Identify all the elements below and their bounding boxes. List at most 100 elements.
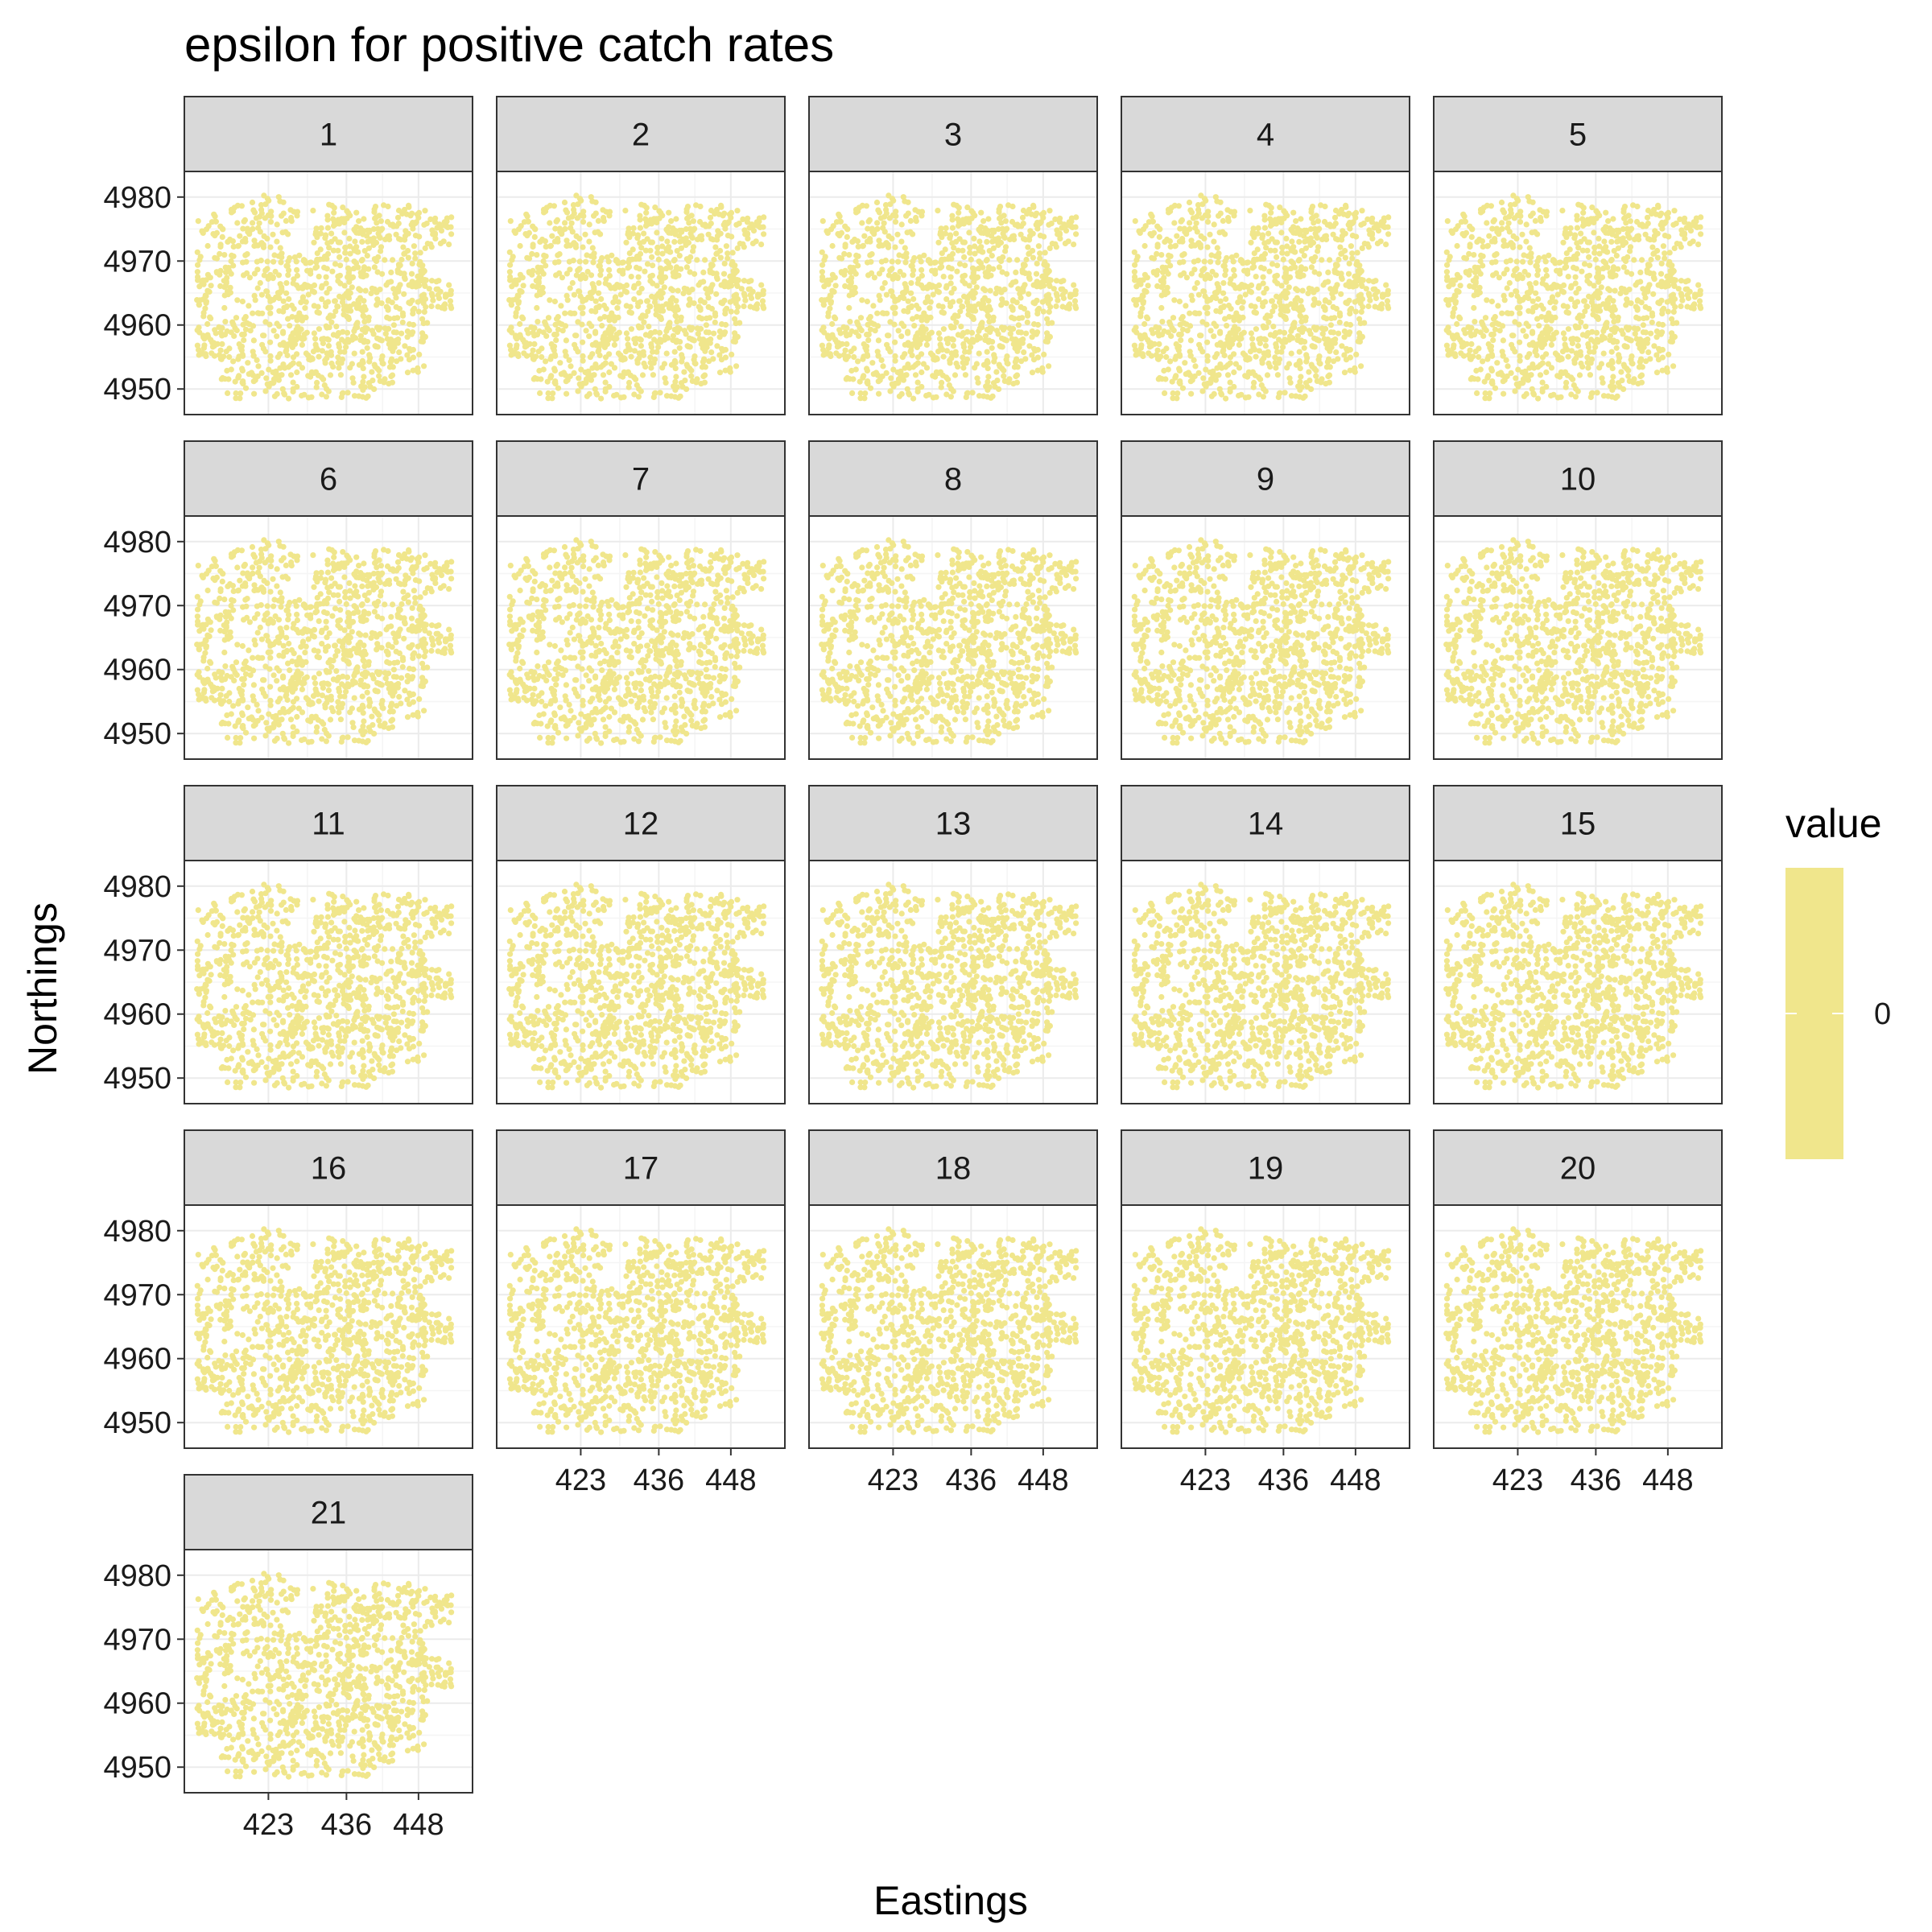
data-point <box>1567 284 1575 291</box>
data-point <box>1171 297 1178 303</box>
data-point <box>551 203 557 209</box>
data-point <box>551 238 558 245</box>
data-point <box>592 328 599 335</box>
data-point <box>1349 233 1356 239</box>
data-point <box>342 244 349 251</box>
data-point <box>261 233 267 239</box>
data-point <box>1327 286 1334 292</box>
data-point <box>953 230 960 237</box>
data-point <box>1318 202 1324 208</box>
data-point <box>1227 386 1233 392</box>
data-point <box>584 252 590 258</box>
data-point <box>1030 202 1037 208</box>
data-point <box>1352 369 1358 375</box>
data-point <box>724 255 731 262</box>
data-point <box>576 288 583 295</box>
data-point <box>1338 291 1344 297</box>
data-point <box>277 245 283 251</box>
data-point <box>1228 341 1236 347</box>
data-point <box>1242 291 1249 298</box>
data-point <box>508 352 514 358</box>
data-point <box>1543 317 1550 324</box>
data-point <box>1341 328 1348 335</box>
data-point <box>907 229 914 235</box>
data-point <box>914 280 921 287</box>
data-point <box>1019 315 1026 321</box>
data-point <box>938 345 944 351</box>
data-point <box>334 303 341 310</box>
data-point <box>1319 331 1326 337</box>
data-point <box>1462 218 1468 225</box>
data-point <box>1188 292 1195 299</box>
data-point <box>602 360 609 366</box>
data-point <box>1194 213 1200 220</box>
data-point <box>265 304 271 312</box>
data-point <box>1171 220 1178 226</box>
data-point <box>280 199 287 205</box>
data-point <box>1145 283 1151 289</box>
data-point <box>1298 216 1304 222</box>
data-point <box>857 390 864 397</box>
data-point <box>279 386 286 392</box>
data-point <box>267 353 274 359</box>
data-point <box>1163 353 1170 361</box>
data-point <box>575 349 581 355</box>
data-point <box>1133 257 1140 263</box>
data-point <box>274 333 280 340</box>
data-point <box>1274 254 1280 260</box>
data-point <box>1134 297 1141 303</box>
data-point <box>828 299 834 305</box>
data-point <box>905 199 911 205</box>
data-point <box>217 271 223 278</box>
data-point <box>1066 305 1072 312</box>
data-point <box>637 217 643 223</box>
data-point <box>259 341 266 348</box>
data-point <box>1532 229 1538 235</box>
data-point <box>976 350 982 357</box>
data-point <box>271 393 278 399</box>
data-point <box>579 321 585 328</box>
data-point <box>1175 203 1182 209</box>
data-point <box>1322 297 1329 303</box>
data-point <box>860 243 866 250</box>
data-point <box>514 351 521 357</box>
data-point <box>910 316 916 322</box>
data-point <box>729 351 735 357</box>
data-point <box>606 317 613 324</box>
data-point <box>980 218 987 225</box>
data-point <box>654 229 660 236</box>
data-point <box>1282 265 1289 271</box>
data-point <box>978 224 985 230</box>
data-point <box>1283 235 1290 242</box>
data-point <box>266 321 273 328</box>
data-point <box>681 369 687 375</box>
data-point <box>1620 264 1627 270</box>
data-point <box>242 217 248 223</box>
data-point <box>900 194 906 200</box>
data-point <box>580 339 586 345</box>
data-point <box>910 295 917 303</box>
data-point <box>323 274 329 280</box>
data-point <box>1176 332 1183 338</box>
data-point <box>614 305 621 312</box>
data-point <box>617 291 624 298</box>
facet-strip-label: 3 <box>944 118 962 153</box>
data-point <box>274 221 280 228</box>
data-point <box>328 230 335 237</box>
data-point <box>1373 295 1380 302</box>
data-point <box>230 262 237 269</box>
data-point <box>345 274 351 280</box>
data-point <box>517 332 523 338</box>
data-point <box>1227 331 1233 337</box>
data-point <box>840 352 848 358</box>
data-point <box>1274 293 1280 299</box>
data-point <box>389 372 396 378</box>
data-point <box>1346 210 1352 217</box>
data-point <box>1316 225 1323 232</box>
data-point <box>928 283 935 289</box>
data-point <box>1325 279 1331 285</box>
data-point <box>1297 365 1303 372</box>
data-point <box>365 314 372 320</box>
data-point <box>1213 323 1220 329</box>
data-point <box>729 250 736 256</box>
